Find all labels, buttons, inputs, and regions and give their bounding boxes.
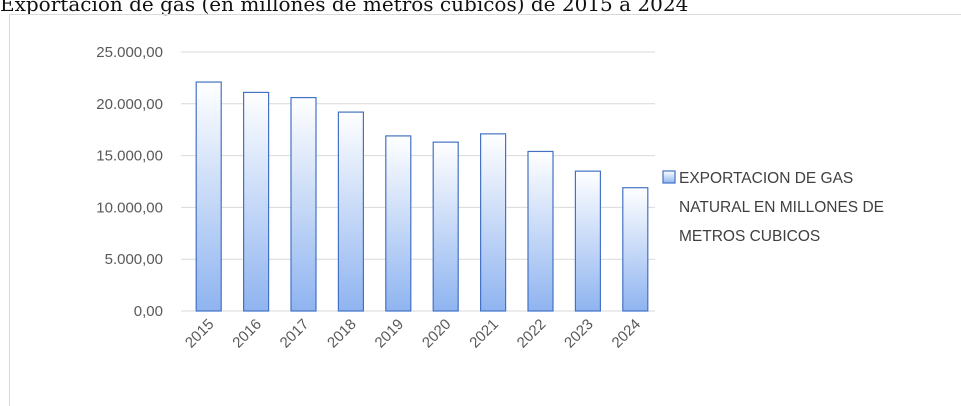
page-title: Exportación de gas (en millones de metro… — [0, 0, 689, 16]
legend: EXPORTACION DE GAS NATURAL EN MILLONES DE… — [662, 170, 884, 245]
legend-label: NATURAL EN MILLONES DE — [679, 199, 884, 216]
bar-2020 — [432, 141, 459, 312]
legend-swatch — [662, 170, 676, 184]
legend-label: EXPORTACION DE GAS — [679, 170, 853, 187]
x-tick-label: 2018 — [324, 316, 360, 352]
x-tick-label: 2020 — [419, 316, 455, 352]
x-tick-label: 2021 — [466, 316, 502, 352]
bar-2022 — [527, 150, 554, 312]
x-tick-label: 2015 — [182, 316, 218, 352]
bars — [195, 81, 649, 312]
bar-2019 — [385, 135, 412, 312]
x-tick-label: 2017 — [277, 316, 313, 352]
bar-2021 — [480, 133, 507, 312]
legend-label: METROS CUBICOS — [679, 228, 820, 245]
y-tick-label: 15.000,00 — [96, 148, 163, 165]
x-tick-label: 2016 — [229, 316, 265, 352]
y-axis-tick-labels: 0,00 5.000,00 10.000,00 15.000,00 20.000,00 2… — [96, 44, 163, 320]
y-tick-label: 10.000,00 — [96, 199, 163, 216]
y-tick-label: 25.000,00 — [96, 44, 163, 61]
chart-frame — [9, 14, 961, 406]
bar-2016 — [243, 91, 270, 312]
x-tick-label: 2024 — [609, 316, 645, 352]
y-tick-label: 0,00 — [134, 303, 163, 320]
bar-2024 — [622, 187, 649, 312]
y-tick-label: 5.000,00 — [105, 251, 163, 268]
y-tick-label: 20.000,00 — [96, 96, 163, 113]
bar-2023 — [574, 170, 602, 312]
x-axis-tick-labels: 2015 2016 2017 2018 2019 2020 2021 2022 2023 2024 — [182, 316, 644, 352]
x-tick-label: 2019 — [372, 316, 408, 352]
x-tick-label: 2023 — [561, 316, 597, 352]
x-tick-label: 2022 — [514, 316, 550, 352]
bar-2015 — [195, 81, 222, 312]
bar-2017 — [290, 96, 317, 312]
bar-2018 — [337, 111, 364, 312]
